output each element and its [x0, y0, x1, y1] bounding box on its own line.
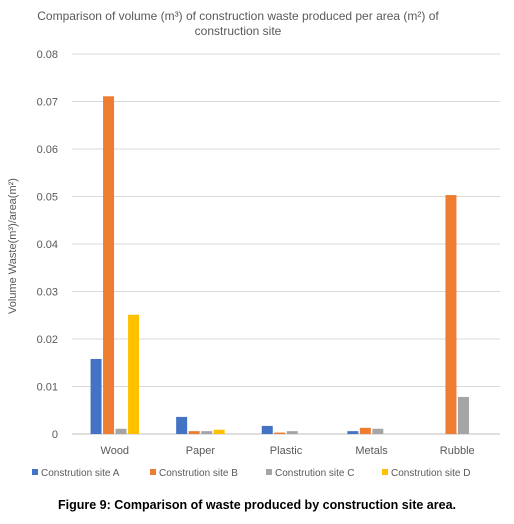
bar: [274, 432, 286, 434]
chart: Comparison of volume (m³) of constructio…: [7, 9, 500, 479]
y-tick-label: 0.06: [37, 144, 58, 156]
legend-label: Constrution site D: [391, 468, 470, 479]
y-tick-label: 0.04: [37, 239, 58, 251]
y-tick-label: 0.01: [37, 382, 58, 394]
legend-swatch: [382, 469, 388, 475]
legend-label: Constrution site C: [275, 468, 354, 479]
y-tick-label: 0: [52, 429, 58, 441]
bar: [372, 428, 384, 434]
legend: Constrution site A Constrution site B Cons…: [32, 468, 470, 479]
bar: [103, 96, 115, 435]
y-tick-label: 0.07: [37, 97, 58, 109]
bar: [128, 314, 140, 434]
x-tick-label: Wood: [101, 445, 130, 457]
bar: [90, 358, 102, 434]
legend-swatch: [32, 469, 38, 475]
y-tick-label: 0.05: [37, 192, 58, 204]
bar: [176, 416, 188, 434]
bar: [347, 431, 359, 434]
y-tick-label: 0.02: [37, 334, 58, 346]
chart-title-line: construction site: [195, 24, 282, 38]
y-axis-label: Volume Waste(m³)/area(m²): [7, 178, 19, 314]
bar: [115, 428, 127, 434]
bar: [213, 429, 225, 434]
bar: [286, 431, 298, 434]
bars: [90, 96, 469, 435]
x-tick-labels: Wood Paper Plastic Metals Rubble: [101, 445, 475, 457]
x-tick-label: Metals: [355, 445, 388, 457]
bar: [261, 425, 273, 434]
chart-title: Comparison of volume (m³) of constructio…: [37, 9, 439, 38]
x-tick-label: Paper: [186, 445, 216, 457]
bar: [445, 195, 457, 434]
gridlines: [72, 53, 500, 435]
bar: [188, 431, 200, 434]
y-tick-label: 0.03: [37, 287, 58, 299]
legend-swatch: [150, 469, 156, 475]
legend-label: Constrution site B: [159, 468, 238, 479]
legend-swatch: [266, 469, 272, 475]
y-tick-label: 0.08: [37, 49, 58, 61]
x-tick-label: Plastic: [270, 445, 303, 457]
x-tick-label: Rubble: [440, 445, 475, 457]
y-tick-labels: 0 0.01 0.02 0.03 0.04 0.05 0.06 0.07 0.08: [37, 49, 58, 441]
legend-label: Constrution site A: [41, 468, 120, 479]
chart-title-line: Comparison of volume (m³) of constructio…: [37, 9, 439, 23]
bar: [457, 396, 469, 434]
bar: [201, 431, 213, 434]
figure-caption: Figure 9: Comparison of waste produced b…: [58, 498, 456, 512]
bar: [359, 427, 371, 434]
